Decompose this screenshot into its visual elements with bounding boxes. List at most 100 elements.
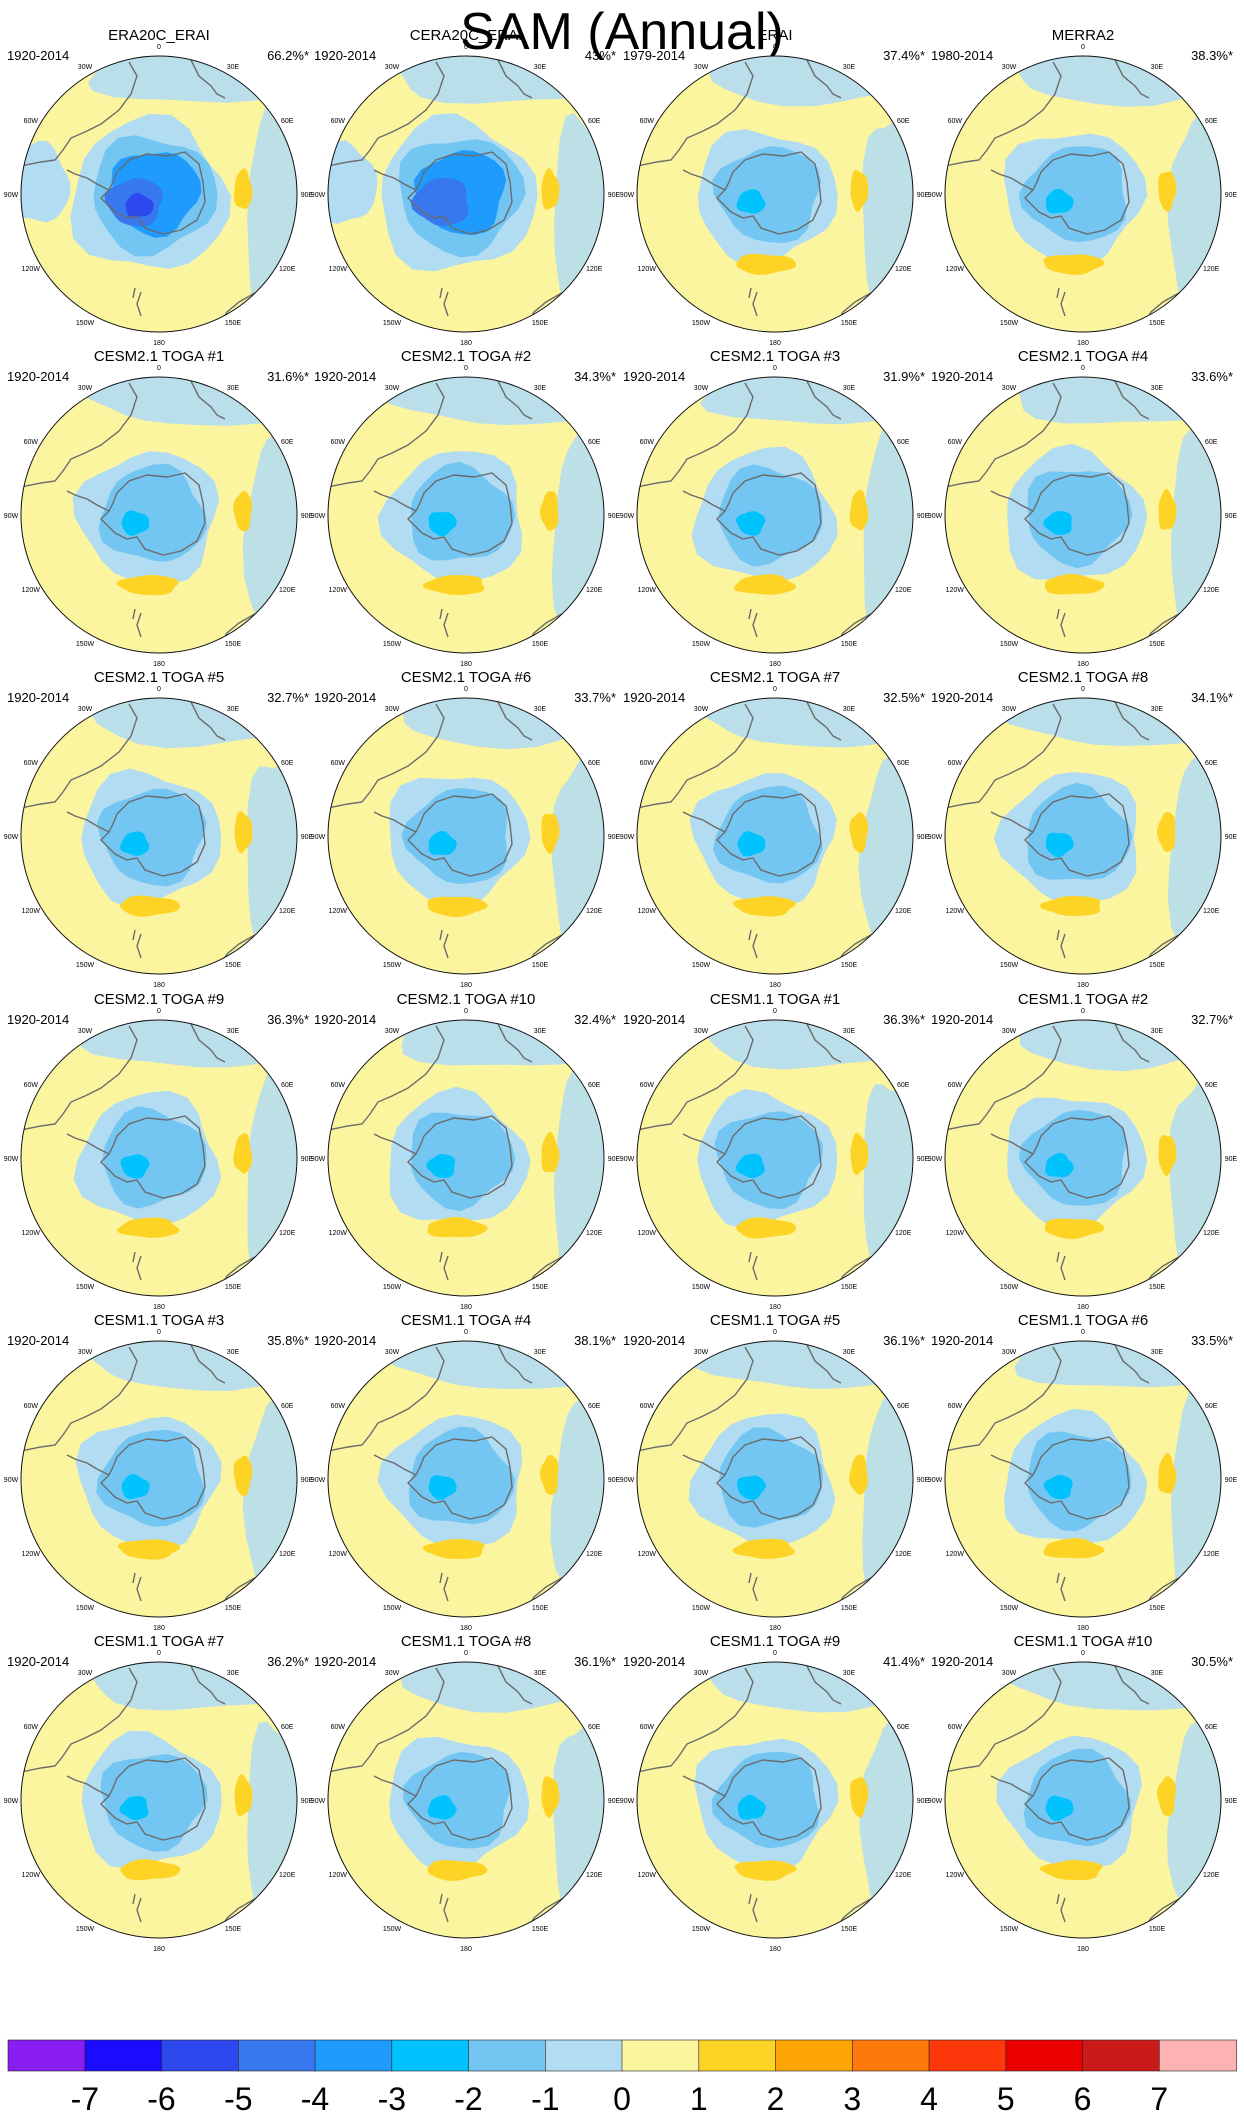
longitude-label: 30W: [694, 1028, 709, 1035]
longitude-label: 90E: [917, 1156, 930, 1163]
panel-variance: 34.1%*: [1191, 690, 1233, 705]
panel-title: CERA20C_ERAI: [410, 27, 523, 44]
map-panel: CESM1.1 TOGA #7 1920-2014 36.2%* 0 30E 60E 90E…: [4, 1633, 314, 1953]
panel-period: 1920-2014: [7, 1654, 69, 1669]
longitude-label: 60W: [640, 118, 655, 125]
panel-variance: 36.3%*: [267, 1012, 309, 1027]
longitude-label: 30E: [1151, 385, 1164, 392]
longitude-label: 150W: [1000, 1926, 1019, 1933]
longitude-label: 90W: [311, 513, 326, 520]
longitude-label: 120W: [946, 1872, 965, 1879]
map-panel: CESM1.1 TOGA #8 1920-2014 36.1%* 0 30E 60E 90E…: [311, 1633, 621, 1953]
longitude-label: 90W: [311, 1156, 326, 1163]
panel-variance: 33.5%*: [1191, 1333, 1233, 1348]
longitude-label: 150E: [532, 1926, 549, 1933]
longitude-label: 90W: [4, 1156, 19, 1163]
longitude-label: 120E: [586, 1872, 603, 1879]
panel-variance: 43%*: [585, 48, 616, 63]
panel-variance: 38.3%*: [1191, 48, 1233, 63]
longitude-label: 30W: [694, 385, 709, 392]
longitude-label: 90E: [301, 1798, 314, 1805]
longitude-label: 180: [460, 982, 472, 989]
map-panel: CESM2.1 TOGA #6 1920-2014 33.7%* 0 30E 60E 90E…: [311, 669, 621, 989]
panel-period: 1920-2014: [623, 369, 685, 384]
longitude-label: 120E: [895, 908, 912, 915]
panel-title: CESM1.1 TOGA #5: [710, 1312, 840, 1329]
longitude-label: 30E: [534, 385, 547, 392]
longitude-label: 0: [1081, 1650, 1085, 1657]
longitude-label: 150E: [1149, 1284, 1166, 1291]
longitude-label: 180: [1077, 1625, 1089, 1632]
map-panel: CESM2.1 TOGA #7 1920-2014 32.5%* 0 30E 60E 90E…: [620, 669, 930, 989]
longitude-label: 60E: [897, 439, 910, 446]
panel-variance: 66.2%*: [267, 48, 309, 63]
longitude-label: 120E: [586, 587, 603, 594]
longitude-label: 120E: [895, 1230, 912, 1237]
panel-title: CESM1.1 TOGA #2: [1018, 991, 1148, 1008]
longitude-label: 150W: [692, 1284, 711, 1291]
longitude-label: 30E: [1151, 1349, 1164, 1356]
longitude-label: 180: [1077, 661, 1089, 668]
longitude-label: 60E: [281, 1724, 294, 1731]
longitude-label: 150W: [76, 1605, 95, 1612]
longitude-label: 30W: [385, 1670, 400, 1677]
longitude-label: 60W: [948, 1724, 963, 1731]
longitude-label: 30W: [694, 1349, 709, 1356]
longitude-label: 180: [769, 982, 781, 989]
longitude-label: 120E: [1203, 1230, 1220, 1237]
longitude-label: 150W: [383, 1284, 402, 1291]
longitude-label: 30W: [1002, 64, 1017, 71]
longitude-label: 30W: [1002, 706, 1017, 713]
longitude-label: 150E: [841, 1605, 858, 1612]
longitude-label: 30W: [385, 706, 400, 713]
longitude-label: 180: [460, 1946, 472, 1953]
map-panel: CESM2.1 TOGA #2 1920-2014 34.3%* 0 30E 60E 90E…: [311, 348, 621, 668]
panel-variance: 31.9%*: [883, 369, 925, 384]
longitude-label: 180: [769, 661, 781, 668]
map-panel: ERAI 1979-2014 37.4%* 0 30E 60E 90E 120E 150E 180…: [620, 27, 930, 347]
longitude-label: 0: [1081, 686, 1085, 693]
panel-period: 1920-2014: [623, 1654, 685, 1669]
longitude-label: 60W: [948, 439, 963, 446]
panel-title: CESM2.1 TOGA #10: [397, 991, 536, 1008]
map-panel: CESM1.1 TOGA #3 1920-2014 35.8%* 0 30E 60E 90E…: [4, 1312, 314, 1632]
panel-period: 1980-2014: [931, 48, 993, 63]
longitude-label: 60E: [1205, 439, 1218, 446]
longitude-label: 60E: [1205, 1724, 1218, 1731]
longitude-label: 30E: [1151, 706, 1164, 713]
longitude-label: 120W: [638, 1872, 657, 1879]
longitude-label: 180: [153, 1304, 165, 1311]
longitude-label: 0: [1081, 1008, 1085, 1015]
panel-title: CESM2.1 TOGA #1: [94, 348, 224, 365]
map-panel: MERRA2 1980-2014 38.3%* 0 30E 60E 90E 120E 150E 1…: [928, 27, 1238, 347]
longitude-label: 90W: [311, 192, 326, 199]
longitude-label: 30E: [843, 64, 856, 71]
longitude-label: 180: [153, 340, 165, 347]
longitude-label: 30W: [694, 1670, 709, 1677]
panel-period: 1920-2014: [931, 690, 993, 705]
longitude-label: 90W: [928, 513, 943, 520]
panel-variance: 36.3%*: [883, 1012, 925, 1027]
panel-title: CESM1.1 TOGA #9: [710, 1633, 840, 1650]
longitude-label: 120E: [895, 1551, 912, 1558]
longitude-label: 150W: [692, 962, 711, 969]
longitude-label: 30E: [1151, 64, 1164, 71]
longitude-label: 30E: [227, 1670, 240, 1677]
longitude-label: 90E: [608, 1156, 621, 1163]
longitude-label: 150E: [225, 962, 242, 969]
longitude-label: 0: [773, 686, 777, 693]
longitude-label: 90W: [928, 1798, 943, 1805]
panel-variance: 37.4%*: [883, 48, 925, 63]
longitude-label: 180: [1077, 340, 1089, 347]
longitude-label: 30W: [1002, 1028, 1017, 1035]
longitude-label: 0: [773, 1650, 777, 1657]
longitude-label: 30E: [227, 1028, 240, 1035]
longitude-label: 90W: [4, 1798, 19, 1805]
map-panel: CESM1.1 TOGA #9 1920-2014 41.4%* 0 30E 60E 90E…: [620, 1633, 930, 1953]
longitude-label: 90W: [620, 513, 635, 520]
panel-variance: 38.1%*: [574, 1333, 616, 1348]
longitude-label: 30E: [843, 385, 856, 392]
longitude-label: 0: [157, 1008, 161, 1015]
longitude-label: 30W: [1002, 385, 1017, 392]
longitude-label: 120W: [946, 1551, 965, 1558]
